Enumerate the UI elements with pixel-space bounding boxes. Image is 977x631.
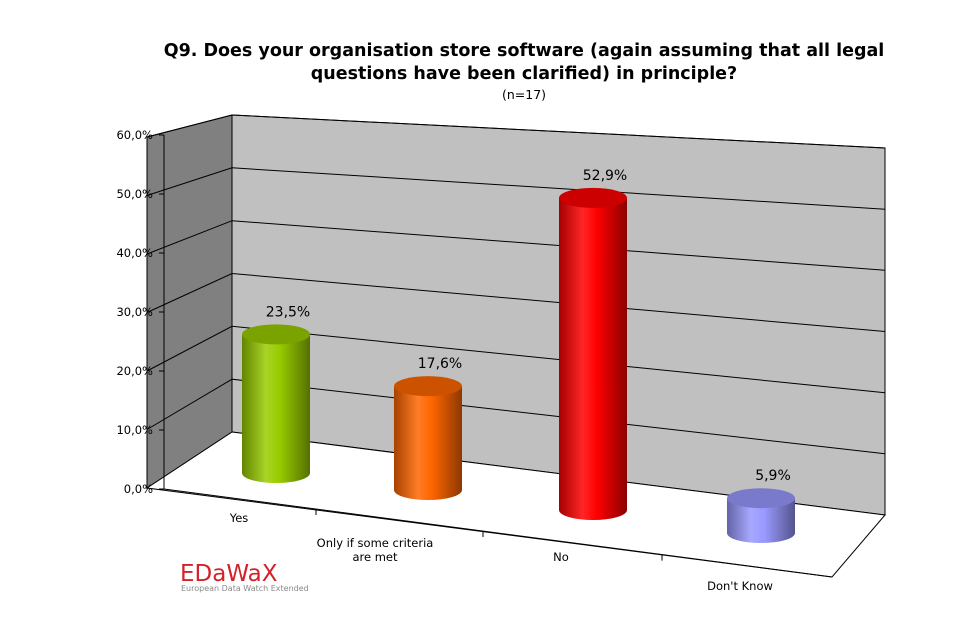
bar-body bbox=[559, 197, 627, 520]
bar bbox=[559, 187, 627, 520]
x-category-label: Don't Know bbox=[707, 579, 773, 593]
x-category-label-line: are met bbox=[352, 550, 398, 564]
data-label: 17,6% bbox=[418, 356, 462, 372]
bar-top bbox=[559, 187, 627, 208]
x-category-label: Only if some criteria are met bbox=[317, 536, 434, 564]
bar-top bbox=[727, 488, 795, 509]
x-category-label-line: Don't Know bbox=[707, 579, 773, 593]
logo-tagline: European Data Watch Extended bbox=[181, 584, 309, 593]
x-axis: Yes Only if some criteria are met No Don't K… bbox=[163, 488, 833, 593]
y-tick-label: 10,0% bbox=[116, 423, 153, 437]
gridline bbox=[146, 272, 886, 332]
y-tick-label: 20,0% bbox=[116, 364, 153, 378]
bar bbox=[394, 376, 462, 500]
gridline bbox=[146, 378, 886, 455]
y-tick-label: 50,0% bbox=[116, 187, 153, 201]
y-tick-label: 40,0% bbox=[116, 246, 153, 260]
x-category-label: No bbox=[553, 550, 569, 564]
bar-body bbox=[727, 498, 795, 543]
bar-top bbox=[394, 376, 462, 397]
chart-subtitle: (n=17) bbox=[502, 87, 546, 102]
y-axis: 0,0% 10,0% 20,0% 30,0% 40,0% 50,0% 60,0% bbox=[116, 128, 165, 496]
data-label: 52,9% bbox=[583, 168, 627, 184]
data-label: 5,9% bbox=[755, 468, 791, 484]
gridline bbox=[146, 167, 886, 210]
bar-body bbox=[394, 386, 462, 500]
chart-title-line-1: Q9. Does your organisation store softwar… bbox=[164, 41, 885, 61]
edawax-logo: EDaWaX European Data Watch Extended bbox=[180, 561, 309, 593]
gridline bbox=[146, 220, 886, 271]
x-category-label: Yes bbox=[229, 511, 249, 525]
y-tick-label: 30,0% bbox=[116, 305, 153, 319]
bar bbox=[727, 488, 795, 543]
bar-top bbox=[242, 324, 310, 345]
y-tick-label: 0,0% bbox=[124, 482, 153, 496]
y-tick-label: 60,0% bbox=[116, 128, 153, 142]
bar bbox=[242, 324, 310, 483]
bar-body bbox=[242, 334, 310, 483]
side-wall bbox=[146, 114, 233, 489]
chart-title-line-2: questions have been clarified) in princi… bbox=[311, 64, 737, 84]
x-category-label-line: Yes bbox=[229, 511, 249, 525]
data-labels: 23,5% 17,6% 52,9% 5,9% bbox=[266, 168, 791, 484]
gridline bbox=[146, 114, 886, 149]
gridline bbox=[146, 325, 886, 394]
bars bbox=[242, 187, 795, 543]
data-label: 23,5% bbox=[266, 304, 310, 320]
x-category-label-line: Only if some criteria bbox=[317, 536, 434, 550]
logo-name: EDaWaX bbox=[180, 561, 278, 587]
x-category-label-line: No bbox=[553, 550, 569, 564]
gridlines bbox=[146, 114, 886, 455]
x-axis-line bbox=[163, 488, 833, 578]
